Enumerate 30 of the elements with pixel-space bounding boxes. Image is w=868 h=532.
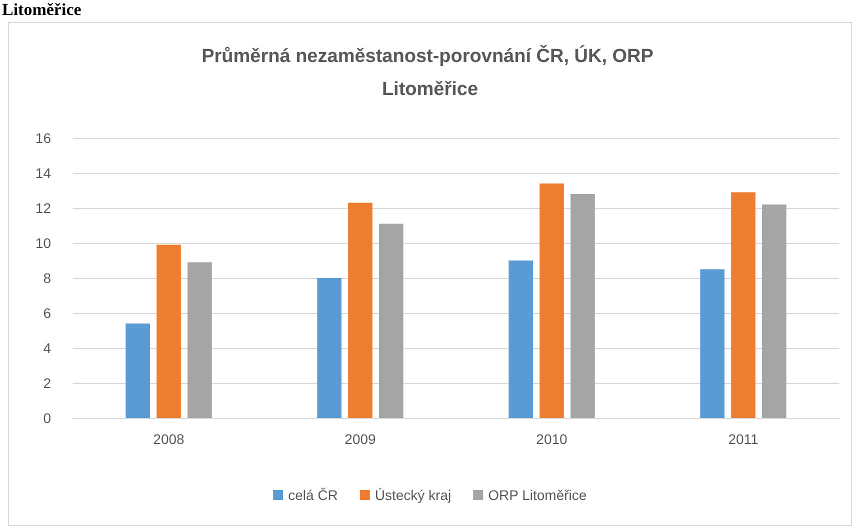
y-tick-label: 6 — [43, 305, 52, 321]
y-tick-label: 4 — [43, 340, 52, 356]
y-tick-label: 12 — [35, 200, 52, 216]
chart-title: Průměrná nezaměstanost-porovnání ČR, ÚK, ORP Litoměřice — [202, 44, 658, 100]
y-tick-label: 10 — [35, 235, 52, 251]
y-tick-label: 16 — [35, 130, 52, 146]
bar — [700, 269, 725, 418]
bar — [508, 260, 534, 418]
bar — [348, 202, 372, 418]
y-tick-label: 14 — [35, 165, 52, 181]
y-tick-label: 0 — [43, 410, 52, 426]
bar — [570, 194, 595, 418]
bar — [187, 262, 212, 418]
bar — [156, 244, 181, 418]
bar — [731, 192, 756, 418]
x-tick-label: 2009 — [344, 431, 376, 447]
bar — [378, 224, 404, 418]
legend-label: Ústecký kraj — [374, 487, 452, 503]
legend-label: ORP Litoměřice — [488, 487, 587, 503]
x-tick-label: 2010 — [536, 431, 568, 447]
bar — [317, 278, 342, 418]
y-tick-label: 2 — [43, 375, 52, 391]
x-tick-label: 2011 — [728, 431, 759, 447]
x-tick-label: 2008 — [153, 431, 185, 447]
y-tick-label: 8 — [43, 270, 52, 286]
text: Litoměřice — [2, 0, 82, 20]
legend-label: celá ČR — [288, 487, 338, 503]
bar — [762, 204, 786, 418]
bar — [126, 324, 150, 418]
bar — [540, 184, 564, 418]
